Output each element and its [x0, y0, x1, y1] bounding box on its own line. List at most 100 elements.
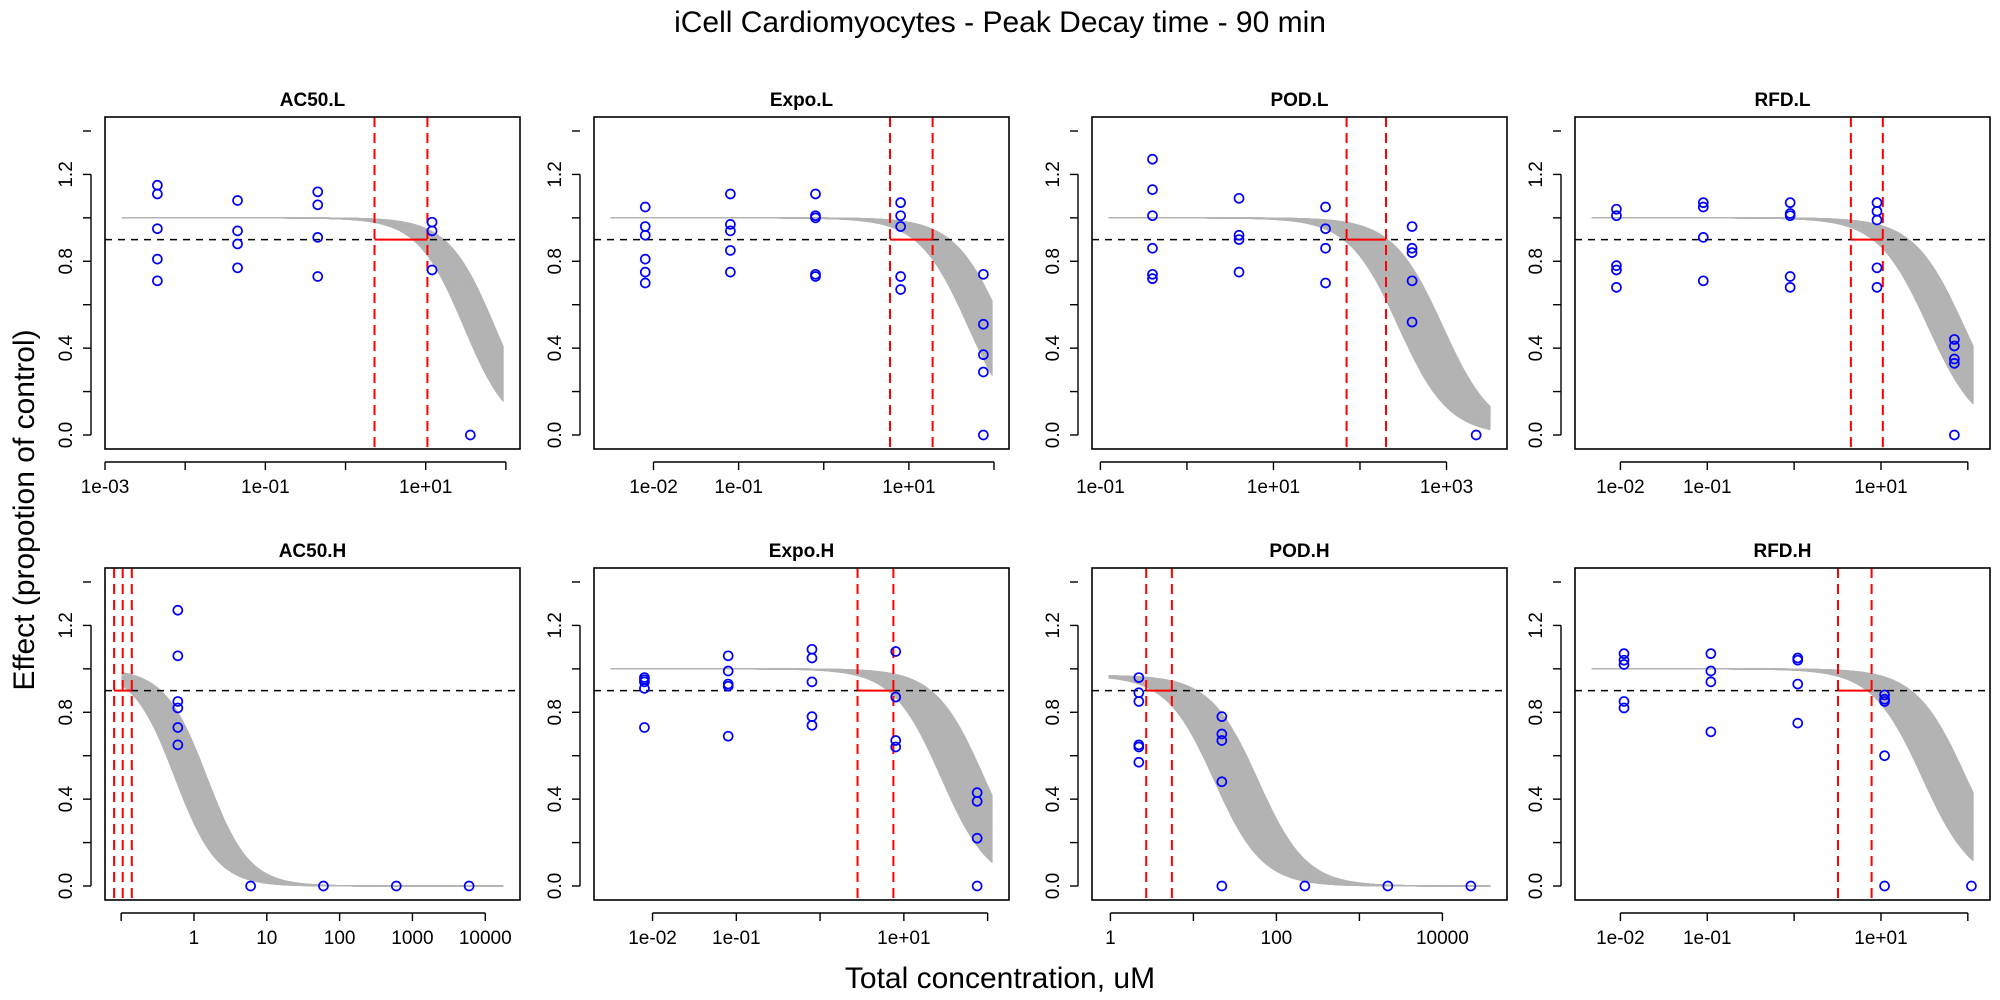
y-tick-label: 1.2	[56, 612, 77, 638]
data-point	[318, 880, 329, 892]
plot-frame	[593, 116, 1010, 450]
y-tick-label: 0.4	[56, 786, 77, 813]
figure-title: iCell Cardiomyocytes - Peak Decay time -…	[674, 6, 1326, 39]
y-tick-label: 0.8	[545, 699, 566, 725]
fitted-curve	[610, 668, 993, 797]
data-point	[1966, 880, 1977, 892]
data-point	[463, 880, 475, 892]
panel-rfd-h: RFD.H 0.0 0.4 0.8 1.2 1e-02 1e-01 1e+01	[1526, 541, 1991, 949]
data-point	[1147, 273, 1158, 285]
data-point	[725, 219, 736, 230]
data-point	[971, 832, 983, 844]
data-point	[1611, 281, 1622, 293]
data-point	[464, 429, 476, 441]
y-tick-label: 0.0	[1043, 873, 1064, 899]
data-point	[1705, 648, 1717, 660]
data-point	[1216, 880, 1228, 892]
data-point	[890, 735, 902, 746]
data-point	[890, 741, 902, 753]
panel-title: Expo.H	[769, 541, 834, 562]
data-point	[390, 880, 402, 892]
data-point	[1705, 726, 1717, 738]
x-tick-label: 1e+01	[399, 477, 452, 498]
data-point	[1697, 275, 1709, 287]
data-point	[978, 429, 989, 441]
y-tick-label: 0.0	[1526, 422, 1547, 448]
panel-title: AC50.L	[280, 90, 346, 111]
x-tick-label: 10000	[459, 928, 512, 949]
data-point	[172, 604, 184, 616]
data-point	[1216, 728, 1228, 740]
x-axis-title: Total concentration, uM	[845, 962, 1155, 995]
data-point	[1133, 687, 1145, 699]
data-point	[1784, 281, 1796, 293]
data-point	[725, 266, 736, 278]
data-point	[806, 676, 818, 688]
data-point	[1705, 665, 1717, 677]
data-point	[890, 646, 902, 657]
data-point	[639, 683, 650, 694]
y-tick-label: 0.0	[545, 422, 566, 448]
data-point	[152, 188, 163, 200]
data-point	[1697, 197, 1709, 209]
data-point	[1147, 210, 1158, 222]
fitted-curve	[1591, 217, 1974, 398]
data-point	[971, 795, 983, 807]
data-point	[152, 179, 163, 191]
fitted-curve	[610, 217, 993, 303]
data-point	[172, 696, 184, 707]
data-point	[312, 199, 324, 211]
data-point	[1879, 696, 1890, 707]
y-tick-label: 0.4	[1043, 335, 1064, 362]
data-point	[1784, 271, 1796, 282]
plot-frame	[104, 116, 521, 450]
data-point	[1879, 750, 1890, 762]
panel-expo-h: Expo.H 0.0 0.4 0.8 1.2 1e-02 1e-01 1e+01	[545, 541, 1010, 949]
data-point	[426, 264, 438, 276]
data-point	[1216, 735, 1228, 746]
x-tick-label: 1	[1105, 928, 1116, 949]
x-tick-label: 1e-01	[1076, 477, 1125, 498]
x-tick-label: 1e-01	[712, 928, 761, 949]
fitted-curve	[121, 217, 504, 371]
data-point	[1147, 184, 1158, 195]
data-point	[152, 253, 163, 265]
data-point	[810, 271, 821, 282]
data-point	[895, 271, 906, 282]
y-tick-label: 1.2	[545, 612, 566, 638]
data-point	[639, 229, 651, 241]
data-point	[722, 680, 734, 692]
data-point	[978, 268, 989, 280]
x-tick-label: 1e-03	[81, 477, 130, 498]
data-point	[1611, 264, 1622, 276]
x-tick-label: 1e+01	[1854, 477, 1907, 498]
fitted-curve	[1591, 217, 1974, 396]
data-point	[1879, 880, 1890, 892]
data-point	[639, 221, 651, 232]
data-point	[312, 271, 324, 282]
plot-frame	[1574, 116, 1991, 450]
data-point	[1382, 880, 1394, 892]
data-point	[1949, 357, 1960, 369]
fitted-curve	[1108, 217, 1491, 408]
curve-group	[594, 568, 1009, 900]
y-tick-label: 1.2	[1526, 612, 1547, 638]
x-tick-label: 1e-02	[1596, 928, 1645, 949]
panel-title: AC50.H	[279, 541, 347, 562]
plot-frame	[1574, 567, 1991, 901]
data-point	[722, 730, 734, 742]
y-tick-label: 0.8	[1043, 699, 1064, 725]
data-point	[725, 245, 736, 256]
data-point	[1216, 711, 1228, 722]
data-point	[1320, 201, 1331, 213]
data-point	[172, 702, 184, 714]
data-point	[1320, 223, 1331, 235]
y-tick-label: 0.4	[56, 335, 77, 362]
data-point	[978, 318, 989, 330]
data-point	[172, 739, 184, 751]
data-point	[639, 253, 651, 265]
data-point	[810, 188, 821, 200]
panel-title: POD.L	[1270, 90, 1328, 111]
fitted-curve	[1591, 217, 1974, 393]
